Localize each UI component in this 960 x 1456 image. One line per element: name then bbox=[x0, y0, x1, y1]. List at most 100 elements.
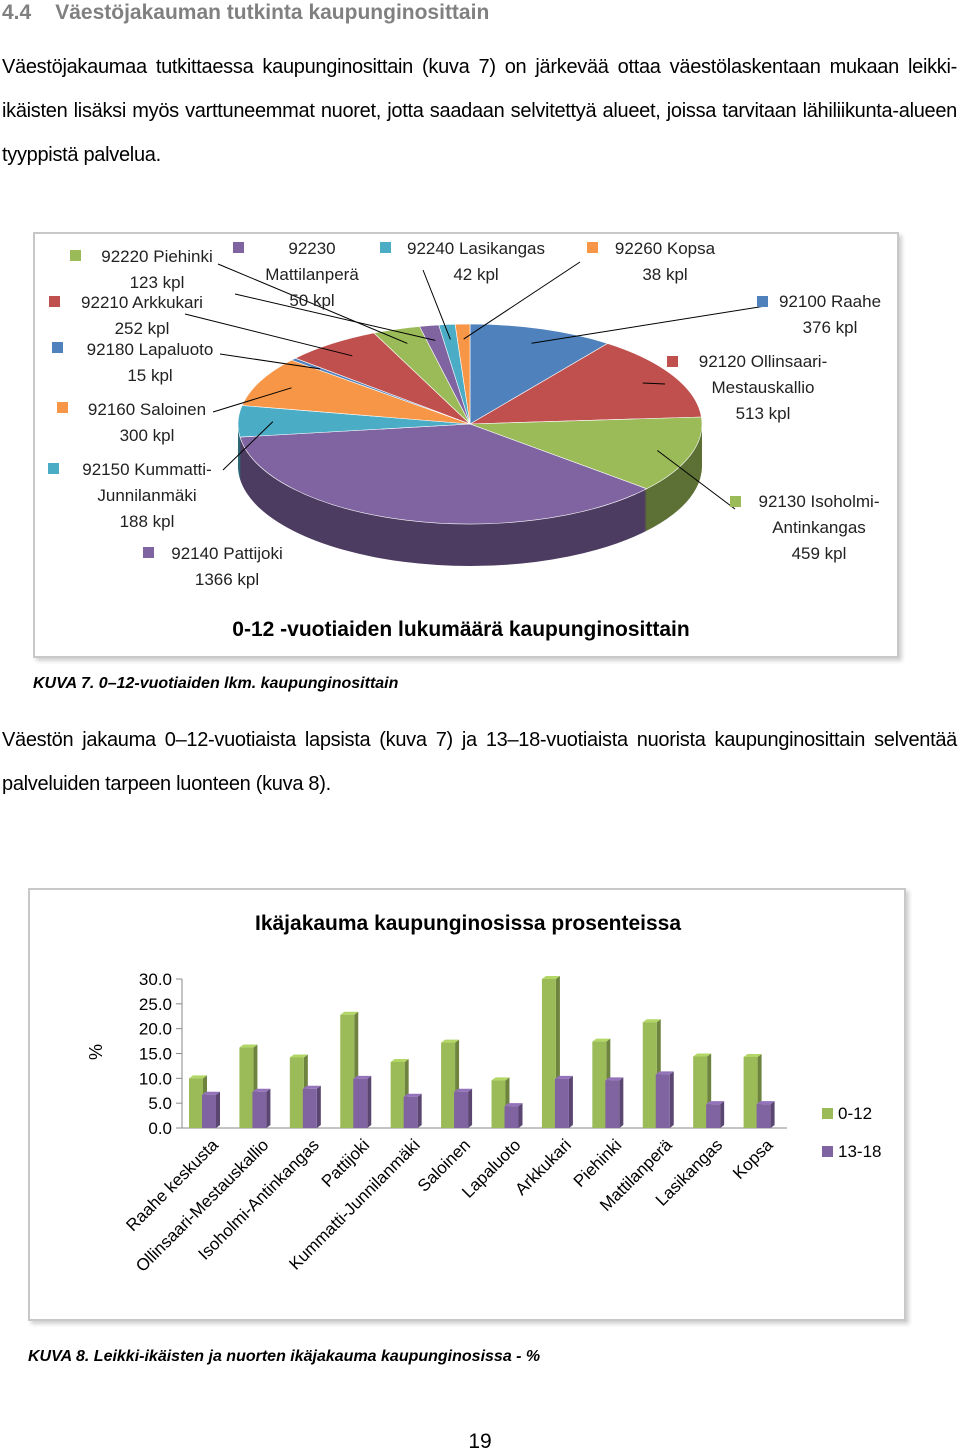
bar-top bbox=[693, 1053, 712, 1057]
slice-name: 92210 Arkkukari bbox=[81, 293, 203, 312]
bar-side bbox=[770, 1101, 775, 1128]
slice-name: 92160 Saloinen bbox=[87, 400, 207, 419]
paragraph: Väestöjakaumaa tutkittaessa kaupunginosi… bbox=[2, 56, 957, 166]
bar bbox=[605, 1080, 620, 1128]
leader-line bbox=[222, 421, 274, 471]
legend-marker bbox=[233, 242, 244, 253]
y-tick-label: 25.0 bbox=[139, 995, 172, 1014]
bar-top bbox=[454, 1088, 473, 1092]
bar-side bbox=[367, 1075, 372, 1128]
chart-title: 0-12 -vuotiaiden lukumäärä kaupunginosit… bbox=[232, 618, 689, 641]
bar bbox=[743, 1056, 758, 1128]
pie-slice bbox=[241, 359, 471, 425]
bar-chart: Ikäjakauma kaupunginosissa prosenteissa%… bbox=[28, 888, 906, 1321]
bar bbox=[340, 1014, 355, 1128]
bar bbox=[353, 1078, 368, 1128]
slice-name: 92180 Lapaluoto bbox=[86, 340, 214, 359]
bar-top bbox=[403, 1093, 422, 1097]
slice-value: 513 kpl bbox=[735, 404, 791, 423]
y-tick-label: 15.0 bbox=[139, 1045, 172, 1064]
legend-marker bbox=[48, 463, 59, 474]
bar-side bbox=[266, 1088, 271, 1128]
bar-top bbox=[655, 1071, 674, 1075]
bar bbox=[642, 1022, 657, 1128]
bar-top bbox=[554, 1075, 573, 1079]
bar bbox=[441, 1042, 456, 1128]
bar bbox=[554, 1078, 569, 1128]
caption: KUVA 8. Leikki-ikäisten ja nuorten ikäja… bbox=[28, 1348, 541, 1365]
bar-side bbox=[518, 1103, 523, 1128]
slice-label: 92220 Piehinki 123 kpl bbox=[92, 244, 222, 296]
leader-line bbox=[217, 263, 408, 344]
bar-side bbox=[720, 1101, 725, 1128]
bar-side bbox=[619, 1077, 624, 1128]
slice-label: 92150 Kummatti-Junnilanmäki 188 kpl bbox=[72, 457, 222, 535]
bar-top bbox=[706, 1101, 725, 1105]
pie-svg: 0-12 -vuotiaiden lukumäärä kaupunginosit… bbox=[48, 242, 768, 641]
pie-slice bbox=[239, 423, 648, 525]
pie-slice bbox=[469, 416, 703, 490]
bar-side bbox=[316, 1085, 321, 1128]
x-tick-label: Raahe keskusta bbox=[122, 1135, 222, 1235]
paragraph: Väestön jakauma 0–12-vuotiaista lapsista… bbox=[2, 729, 957, 795]
legend-marker bbox=[667, 356, 678, 367]
bar bbox=[302, 1088, 317, 1128]
bar-top bbox=[239, 1044, 258, 1048]
bar-side bbox=[669, 1071, 674, 1128]
pie-chart: 0-12 -vuotiaiden lukumäärä kaupunginosit… bbox=[33, 232, 899, 658]
slice-name: 92140 Pattijoki bbox=[171, 544, 283, 563]
slice-name: 92120 Ollinsaari-Mestauskallio bbox=[698, 352, 828, 397]
slice-value: 50 kpl bbox=[289, 291, 335, 310]
leader-line bbox=[234, 293, 436, 341]
y-tick-label: 0.0 bbox=[148, 1119, 172, 1138]
bar-top bbox=[202, 1091, 220, 1095]
y-tick-label: 30.0 bbox=[139, 970, 172, 989]
bar-top bbox=[353, 1075, 372, 1079]
legend-label: 0-12 bbox=[838, 1104, 872, 1123]
legend-marker bbox=[70, 250, 81, 261]
bar bbox=[454, 1091, 469, 1128]
bar bbox=[756, 1104, 771, 1128]
legend-label: 13-18 bbox=[838, 1142, 881, 1161]
bar bbox=[504, 1106, 519, 1128]
bar-side bbox=[468, 1088, 473, 1128]
bar-svg: Ikäjakauma kaupunginosissa prosenteissa%… bbox=[86, 912, 881, 1276]
bar-top bbox=[189, 1075, 207, 1079]
bar-top bbox=[541, 976, 560, 979]
slice-name: 92100 Raahe bbox=[778, 292, 882, 311]
leader-line bbox=[422, 269, 451, 340]
bar bbox=[541, 979, 556, 1128]
slice-label: 92240 Lasikangas 42 kpl bbox=[391, 236, 561, 288]
leader-line bbox=[657, 450, 736, 510]
bar-top bbox=[743, 1053, 762, 1057]
bar-top bbox=[491, 1077, 510, 1081]
slice-value: 38 kpl bbox=[642, 265, 688, 284]
leader-line bbox=[642, 382, 666, 385]
legend-marker bbox=[757, 296, 768, 307]
x-tick-label: Arkkukari bbox=[511, 1135, 575, 1199]
bar bbox=[403, 1096, 418, 1128]
slice-value: 376 kpl bbox=[802, 318, 858, 337]
bar bbox=[239, 1047, 254, 1128]
bar bbox=[390, 1061, 405, 1128]
bar bbox=[693, 1056, 708, 1128]
leader-line bbox=[531, 305, 766, 344]
bar-side bbox=[568, 1075, 573, 1128]
slice-label: 92260 Kopsa 38 kpl bbox=[590, 236, 740, 288]
legend-marker bbox=[49, 296, 60, 307]
slice-value: 300 kpl bbox=[119, 426, 175, 445]
slice-value: 123 kpl bbox=[129, 273, 185, 292]
legend-marker bbox=[57, 402, 68, 413]
legend-marker bbox=[822, 1108, 833, 1119]
bar-top bbox=[289, 1054, 308, 1058]
bar bbox=[706, 1104, 721, 1128]
legend-marker bbox=[380, 242, 391, 253]
slice-label: 92160 Saloinen 300 kpl bbox=[72, 397, 222, 449]
slice-name: 92220 Piehinki bbox=[101, 247, 213, 266]
slice-label: 92230 Mattilanperä 50 kpl bbox=[257, 236, 367, 314]
legend-marker bbox=[822, 1146, 833, 1157]
slice-name: 92230 Mattilanperä bbox=[265, 239, 359, 284]
slice-value: 42 kpl bbox=[453, 265, 499, 284]
bar bbox=[252, 1091, 267, 1128]
y-axis-label: % bbox=[86, 1044, 106, 1060]
